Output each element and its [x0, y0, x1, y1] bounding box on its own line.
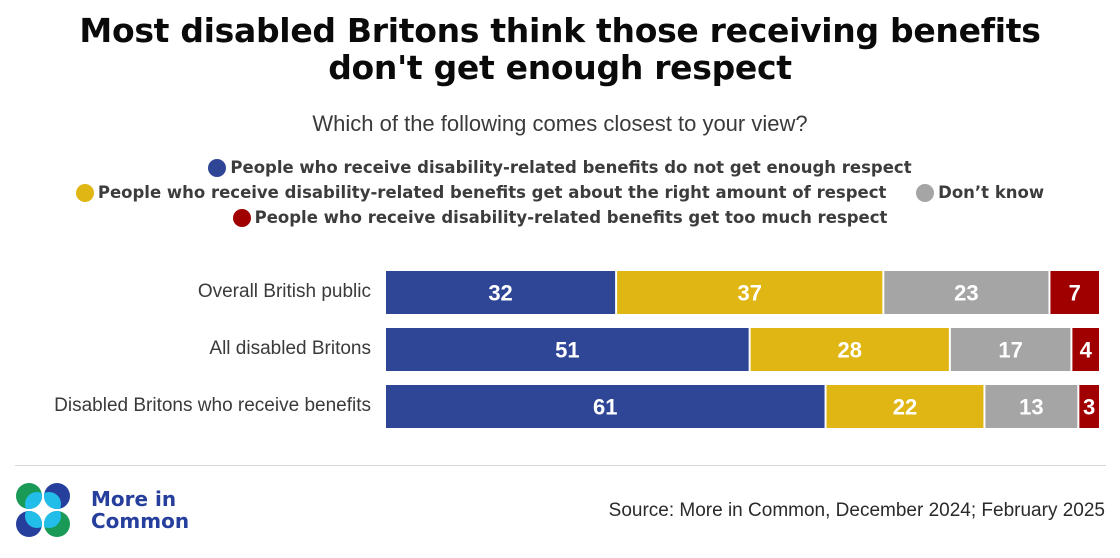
chart-title-line-2: don't get enough respect	[328, 48, 792, 87]
data-label-dont-know: 23	[954, 281, 978, 306]
chart-title: Most disabled Britons think those receiv…	[0, 12, 1120, 86]
legend-label: People who receive disability-related be…	[254, 208, 888, 227]
legend-swatch-too-much-respect	[232, 208, 251, 227]
footer-divider	[15, 465, 1106, 466]
legend-label: Don’t know	[938, 183, 1045, 202]
legend-swatch-not-enough-respect	[208, 158, 227, 177]
data-label-dont-know: 13	[1019, 395, 1043, 420]
category-label-overall-public: Overall British public	[197, 281, 371, 302]
bar-segment-right-amount	[617, 271, 883, 314]
bar-segment-not-enough	[386, 385, 825, 428]
legend-item-dont-know: Don’t know	[916, 183, 1044, 202]
bar-segment-not-enough	[386, 271, 616, 314]
bar-segment-dont-know	[950, 328, 1071, 371]
data-label-right-amount: 37	[737, 281, 761, 306]
data-label-too-much: 3	[1083, 395, 1095, 420]
data-label-too-much: 7	[1069, 281, 1081, 306]
chart-title-line-1: Most disabled Britons think those receiv…	[79, 11, 1041, 50]
legend-label: People who receive disability-related be…	[97, 183, 887, 202]
data-label-right-amount: 22	[893, 395, 917, 420]
chart-subtitle: Which of the following comes closest to …	[312, 111, 808, 136]
legend-line-3: People who receive disability-related be…	[0, 208, 1120, 231]
logo-text-line-1: More in	[91, 487, 177, 511]
logo-mark-icon	[16, 483, 70, 537]
legend-item-not-enough-respect: People who receive disability-related be…	[208, 158, 912, 177]
legend-swatch-dont-know	[916, 183, 935, 202]
legend-label: People who receive disability-related be…	[230, 158, 912, 177]
legend-line-2: People who receive disability-related be…	[0, 183, 1120, 206]
logo-text-line-2: Common	[91, 509, 190, 533]
bar-segment-dont-know	[884, 271, 1049, 314]
legend-swatch-right-amount	[75, 183, 94, 202]
legend-item-right-amount: People who receive disability-related be…	[75, 183, 887, 202]
bar-segment-right-amount	[750, 328, 949, 371]
category-label-all-disabled: All disabled Britons	[209, 338, 371, 359]
source-note: Source: More in Common, December 2024; F…	[608, 500, 1105, 521]
bar-segment-too-much	[1050, 271, 1099, 314]
logo-text: More in Common	[91, 488, 189, 532]
bar-segment-right-amount	[826, 385, 984, 428]
data-label-right-amount: 28	[838, 338, 862, 363]
category-label-disabled-benefits: Disabled Britons who receive benefits	[54, 395, 371, 416]
legend-line-1: People who receive disability-related be…	[0, 158, 1120, 181]
data-label-dont-know: 17	[998, 338, 1022, 363]
bar-segment-too-much	[1072, 328, 1099, 371]
data-label-not-enough: 61	[593, 395, 617, 420]
bar-segment-too-much	[1079, 385, 1099, 428]
data-label-too-much: 4	[1080, 338, 1093, 363]
bar-segment-dont-know	[985, 385, 1078, 428]
legend-item-too-much-respect: People who receive disability-related be…	[232, 208, 888, 227]
data-label-not-enough: 51	[555, 338, 579, 363]
more-in-common-logo: More in Common	[15, 482, 189, 538]
bar-segment-not-enough	[386, 328, 749, 371]
data-label-not-enough: 32	[488, 281, 512, 306]
